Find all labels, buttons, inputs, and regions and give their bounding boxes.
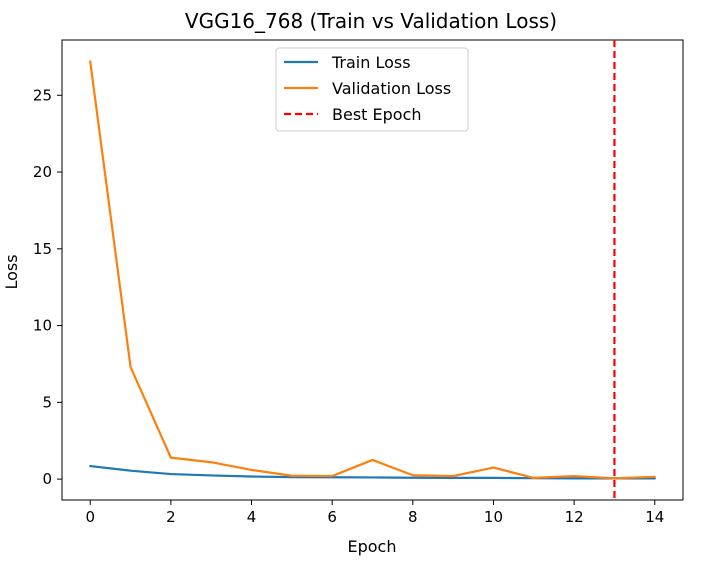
axis-ticks: 0 2 4 6 8 10 12 14 0 5 10 15 20 25 — [33, 86, 664, 526]
legend-label-train-loss: Train Loss — [331, 53, 411, 72]
x-tick-label: 0 — [85, 508, 95, 526]
chart-title: VGG16_768 (Train vs Validation Loss) — [185, 9, 557, 33]
legend-label-best-epoch: Best Epoch — [332, 105, 422, 124]
series-line-validation-loss — [89, 60, 656, 480]
x-tick-label: 2 — [166, 508, 176, 526]
legend-label-validation-loss: Validation Loss — [332, 79, 451, 98]
plot-area — [61, 39, 684, 501]
x-tick-label: 4 — [247, 508, 257, 526]
y-tick-label: 10 — [33, 317, 52, 335]
y-tick-label: 25 — [33, 86, 52, 104]
y-tick-label: 5 — [42, 393, 52, 411]
legend-frame — [275, 47, 469, 132]
y-tick-label: 15 — [33, 240, 52, 258]
series-line-train-loss — [89, 464, 656, 480]
series-layer — [89, 60, 656, 480]
y-tick-label: 20 — [33, 163, 52, 181]
x-tick-label: 6 — [327, 508, 337, 526]
y-tick-label: 0 — [42, 470, 52, 488]
x-tick-label: 10 — [484, 508, 503, 526]
x-axis-title: Epoch — [348, 537, 397, 556]
legend: Train Loss Validation Loss Best Epoch — [275, 47, 469, 132]
x-tick-label: 8 — [408, 508, 418, 526]
x-tick-label: 14 — [645, 508, 664, 526]
x-tick-label: 12 — [565, 508, 584, 526]
y-axis-title: Loss — [2, 254, 21, 289]
